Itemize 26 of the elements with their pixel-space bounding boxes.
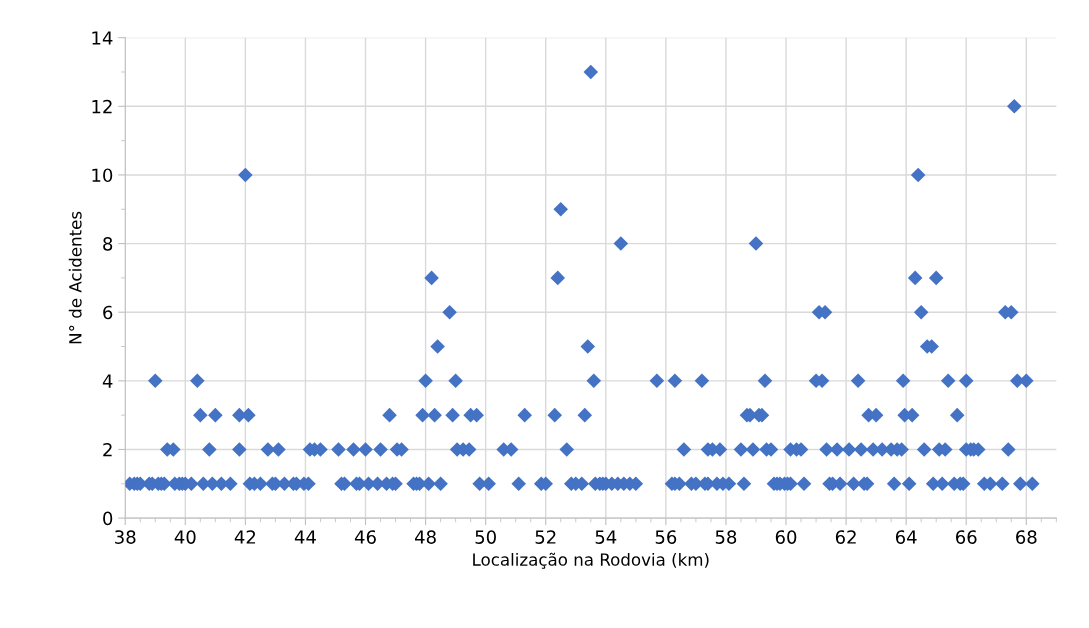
x-tick-label: 50 (475, 530, 496, 544)
x-tick-label: 68 (1016, 530, 1037, 544)
x-tick-label: 56 (655, 530, 677, 544)
x-tick-label: 64 (895, 530, 917, 544)
y-tick-label: 2 (103, 442, 112, 457)
x-tick-label: 44 (294, 530, 316, 544)
x-tick-label: 38 (115, 530, 136, 544)
y-axis-title: N° de Acidentes (68, 211, 82, 344)
x-tick-label: 60 (775, 530, 797, 544)
y-tick-label: 14 (92, 31, 113, 45)
y-tick-label: 6 (103, 305, 113, 320)
x-tick-label: 54 (595, 530, 617, 544)
y-tick-label: 12 (92, 99, 112, 114)
y-tick-label: 0 (103, 511, 113, 526)
x-tick-label: 46 (354, 530, 376, 544)
x-axis-title: Localização na Rodovia (km) (473, 552, 709, 569)
x-tick-label: 58 (715, 530, 737, 544)
x-tick-label: 48 (414, 530, 436, 544)
x-tick-label: 40 (174, 530, 196, 544)
y-tick-label: 10 (92, 168, 113, 183)
y-tick-label: 8 (103, 237, 113, 251)
x-tick-label: 52 (535, 530, 556, 544)
x-tick-label: 62 (835, 530, 856, 544)
x-tick-label: 42 (234, 530, 256, 544)
y-tick-label: 4 (102, 374, 113, 388)
x-tick-label: 66 (956, 530, 977, 544)
